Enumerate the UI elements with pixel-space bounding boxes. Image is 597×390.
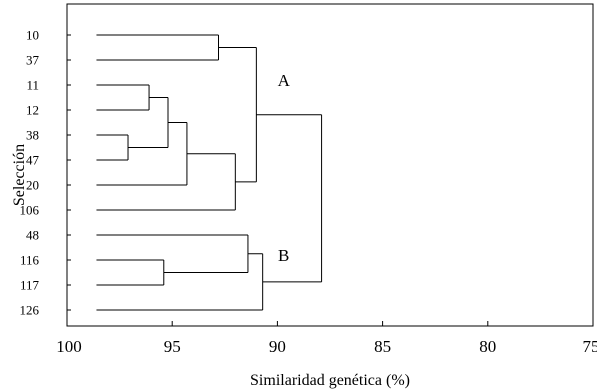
x-axis-title: Similaridad genética (%)	[250, 372, 410, 389]
leaf-label: 37	[26, 53, 40, 68]
x-tick-label: 95	[164, 337, 181, 356]
x-tick-label: 85	[374, 337, 391, 356]
leaf-label: 10	[26, 28, 39, 43]
leaf-label: 48	[26, 228, 39, 243]
dendrogram-links	[67, 34, 323, 311]
x-tick-label: 90	[269, 337, 286, 356]
leaf-label: 126	[20, 303, 40, 318]
x-axis: 100 95 90 85 80 75	[56, 321, 597, 356]
cluster-label: B	[278, 246, 289, 265]
leaf-label: 38	[26, 128, 39, 143]
y-axis-title: Selección	[11, 144, 28, 206]
x-tick-label: 75	[583, 337, 597, 356]
plot-frame	[66, 3, 594, 327]
cluster-annotations: AB	[278, 71, 291, 265]
leaf-label: 20	[26, 178, 39, 193]
x-tick-label: 80	[479, 337, 496, 356]
leaf-label: 117	[20, 278, 40, 293]
leaf-labels: 10 37 11 12 38 47 20 106 48 116 117 126	[20, 28, 40, 318]
leaf-label: 11	[26, 78, 39, 93]
x-tick-label: 100	[56, 337, 82, 356]
leaf-label: 116	[20, 253, 40, 268]
cluster-label: A	[278, 71, 291, 90]
leaf-label: 106	[20, 203, 40, 218]
leaf-label: 47	[26, 153, 40, 168]
leaf-label: 12	[26, 103, 39, 118]
